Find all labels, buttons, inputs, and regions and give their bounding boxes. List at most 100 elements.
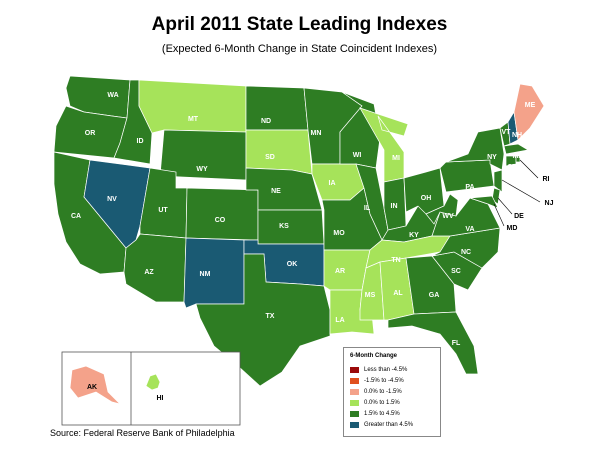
state-label-or: OR xyxy=(85,130,96,137)
state-label-ri: RI xyxy=(543,176,550,183)
source-note: Source: Federal Reserve Bank of Philadel… xyxy=(50,428,235,438)
legend-swatch xyxy=(350,388,359,395)
state-label-il: IL xyxy=(364,205,371,212)
state-label-md: MD xyxy=(507,225,518,232)
legend-item: 0.0% to -1.5% xyxy=(350,386,435,397)
map-title: April 2011 State Leading Indexes xyxy=(151,14,448,35)
state-label-nj: NJ xyxy=(545,200,554,207)
state-ga xyxy=(405,255,457,315)
state-oh xyxy=(403,167,445,215)
state-label-oh: OH xyxy=(421,195,432,202)
state-label-ar: AR xyxy=(335,268,345,275)
state-label-nh: NH xyxy=(512,132,522,139)
state-nj xyxy=(493,169,503,193)
state-label-ca: CA xyxy=(71,213,81,220)
legend-label: 0.0% to -1.5% xyxy=(364,388,402,395)
legend-item: Less than -4.5% xyxy=(350,364,435,375)
state-label-la: LA xyxy=(335,317,344,324)
state-label-sc: SC xyxy=(451,268,461,275)
legend-title: 6-Month Change xyxy=(350,353,397,359)
state-label-ct: CT xyxy=(507,164,517,171)
state-label-mt: MT xyxy=(188,116,199,123)
state-az xyxy=(123,233,187,303)
state-label-ny: NY xyxy=(487,154,497,161)
state-label-de: DE xyxy=(514,213,524,220)
state-md xyxy=(469,195,499,209)
state-label-wy: WY xyxy=(196,166,208,173)
state-ny xyxy=(445,127,505,171)
inset-layer: AK HI xyxy=(69,365,164,405)
leader-line xyxy=(519,159,539,179)
state-fl xyxy=(387,311,479,375)
state-hi xyxy=(145,373,161,391)
legend-label: Less than -4.5% xyxy=(364,366,408,373)
state-label-nm: NM xyxy=(200,271,211,278)
state-ks xyxy=(257,209,325,245)
state-label-wa: WA xyxy=(107,92,118,99)
leader-line xyxy=(497,197,513,215)
state-label-ks: KS xyxy=(279,223,289,230)
legend: 6-Month Change Less than -4.5% -1.5% to -… xyxy=(343,347,441,437)
state-label-ms: MS xyxy=(365,292,376,299)
state-label-tx: TX xyxy=(266,313,275,320)
state-mi xyxy=(359,107,409,183)
legend-swatch xyxy=(350,410,359,417)
legend-swatch xyxy=(350,366,359,373)
state-label-hi: HI xyxy=(157,395,164,402)
state-label-sd: SD xyxy=(265,154,275,161)
state-label-wi: WI xyxy=(353,152,362,159)
state-ct xyxy=(505,155,517,167)
state-label-vt: VT xyxy=(502,129,512,136)
state-label-ma: MA xyxy=(513,153,524,160)
state-me xyxy=(513,83,545,141)
legend-label: 1.5% to 4.5% xyxy=(364,410,400,417)
state-wv xyxy=(425,193,459,225)
state-label-mn: MN xyxy=(311,130,322,137)
state-label-ak: AK xyxy=(87,384,97,391)
state-label-ia: IA xyxy=(329,180,336,187)
legend-item: 0.0% to 1.5% xyxy=(350,397,435,408)
state-label-al: AL xyxy=(393,290,403,297)
state-label-ut: UT xyxy=(158,207,168,214)
legend-label: 0.0% to 1.5% xyxy=(364,399,400,406)
state-label-ok: OK xyxy=(287,261,298,268)
leader-line xyxy=(493,203,505,227)
legend-item: Greater than 4.5% xyxy=(350,419,435,430)
state-pa xyxy=(439,159,495,193)
state-label-mi: MI xyxy=(392,155,400,162)
state-label-co: CO xyxy=(215,217,226,224)
state-label-va: VA xyxy=(465,226,474,233)
state-ri xyxy=(515,155,521,163)
state-label-tn: TN xyxy=(391,257,400,264)
state-label-nc: NC xyxy=(461,249,471,256)
map-subtitle: (Expected 6-Month Change in State Coinci… xyxy=(161,43,438,55)
legend-item: 1.5% to 4.5% xyxy=(350,408,435,419)
state-label-nv: NV xyxy=(107,196,117,203)
state-label-id: ID xyxy=(137,138,144,145)
legend-swatch xyxy=(350,399,359,406)
labels-layer: WA OR CA ID NV MT WY UT CO AZ NM ND SD NE KS OK TX MN IA MO… xyxy=(71,92,554,347)
state-label-pa: PA xyxy=(465,184,474,191)
state-nd xyxy=(245,85,309,131)
state-ma xyxy=(503,143,529,155)
state-label-fl: FL xyxy=(452,340,461,347)
state-ak xyxy=(69,365,122,405)
state-label-wv: WV xyxy=(442,213,454,220)
legend-label: Greater than 4.5% xyxy=(364,421,414,428)
leader-lines xyxy=(493,159,541,227)
state-label-in: IN xyxy=(391,203,398,210)
state-label-ga: GA xyxy=(429,292,440,299)
states-layer xyxy=(53,75,545,387)
legend-item: -1.5% to -4.5% xyxy=(350,375,435,386)
state-label-nd: ND xyxy=(261,118,271,125)
state-label-az: AZ xyxy=(144,269,154,276)
legend-swatch xyxy=(350,377,359,384)
state-sd xyxy=(245,129,313,175)
state-nm xyxy=(183,237,245,309)
state-label-ky: KY xyxy=(409,232,419,239)
state-label-me: ME xyxy=(525,102,536,109)
state-label-ne: NE xyxy=(271,188,281,195)
leader-line xyxy=(501,179,541,203)
legend-swatch xyxy=(350,421,359,428)
